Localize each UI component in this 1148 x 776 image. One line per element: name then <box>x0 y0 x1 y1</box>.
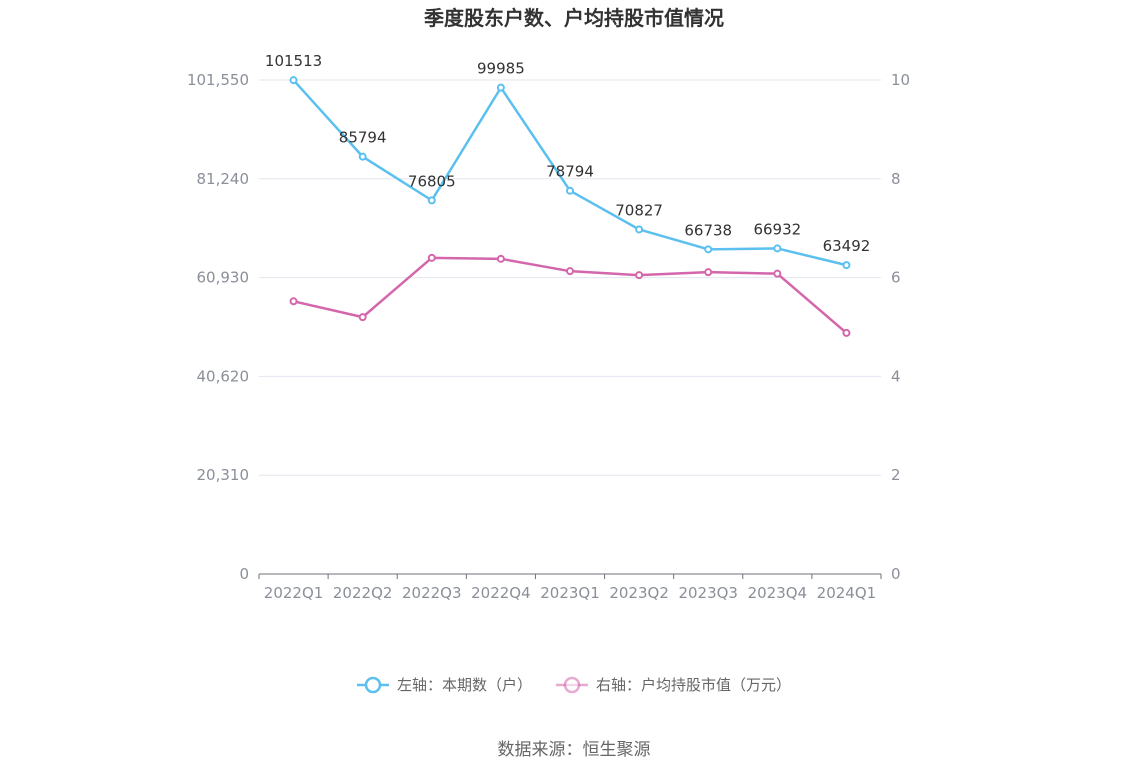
series-point-2[interactable] <box>635 271 644 280</box>
x-axis-tick-label: 2023Q2 <box>609 584 669 602</box>
right-axis-tick-label: 2 <box>891 466 901 484</box>
series-point-1[interactable] <box>566 186 574 195</box>
x-axis-tick-label: 2022Q3 <box>402 584 462 602</box>
right-axis-tick-label: 8 <box>891 170 901 188</box>
source-text: 数据来源：恒生聚源 <box>498 740 651 760</box>
left-axis-tick-label: 60,930 <box>197 269 250 287</box>
chart-title: 季度股东户数、户均持股市值情况 <box>423 6 724 30</box>
right-axis-tick-label: 6 <box>891 269 901 287</box>
series-point-2[interactable] <box>358 313 367 322</box>
series-point-2[interactable] <box>289 297 298 306</box>
legend-label: 左轴：本期数（户） <box>397 676 532 694</box>
series-point-2[interactable] <box>496 254 505 263</box>
left-axis-tick-label: 0 <box>239 565 249 583</box>
legend-marker-icon <box>563 676 581 694</box>
series-point-2[interactable] <box>842 328 851 337</box>
x-axis-tick-label: 2024Q1 <box>817 584 877 602</box>
legend-item-2[interactable]: 右轴：户均持股市值（万元） <box>556 676 791 694</box>
legend-label: 右轴：户均持股市值（万元） <box>596 676 791 694</box>
series-point-2[interactable] <box>773 269 782 278</box>
data-label: 66738 <box>684 221 732 239</box>
data-labels: 101513 85794 76805 99985 78794 70827 66738 6693… <box>265 52 870 255</box>
series-point-1[interactable] <box>427 196 436 205</box>
data-label: 78794 <box>546 163 594 181</box>
x-axis-tick-label: 2023Q3 <box>678 584 738 602</box>
data-label: 101513 <box>265 52 322 70</box>
data-label: 63492 <box>823 237 871 255</box>
data-label: 66932 <box>753 220 801 238</box>
left-axis-tick-label: 20,310 <box>197 466 250 484</box>
series-point-1[interactable] <box>358 152 367 161</box>
x-axis-tick-label: 2022Q2 <box>333 584 393 602</box>
legend-item-1[interactable]: 左轴：本期数（户） <box>356 676 532 694</box>
series-point-1[interactable] <box>289 76 298 85</box>
data-label: 70827 <box>615 201 663 219</box>
legend-marker-icon <box>364 676 382 694</box>
x-axis-tick-label: 2022Q1 <box>264 584 324 602</box>
series-point-1[interactable] <box>635 225 644 234</box>
data-label: 76805 <box>408 172 456 190</box>
series-point-1[interactable] <box>773 244 782 253</box>
right-axis-tick-label: 0 <box>891 565 901 583</box>
series-point-1[interactable] <box>842 261 851 270</box>
grid <box>259 79 881 476</box>
series-point-1[interactable] <box>704 245 713 254</box>
right-axis-tick-label: 4 <box>891 367 901 385</box>
series-layer <box>289 76 851 337</box>
left-axis-tick-label: 101,550 <box>187 71 249 89</box>
axes: 0 20,310 40,620 60,930 81,240 101,550 0 2 4 6 8 10 2… <box>187 71 910 602</box>
series-point-1[interactable] <box>496 83 505 92</box>
legend[interactable]: 左轴：本期数（户） 右轴：户均持股市值（万元） <box>356 676 791 694</box>
left-axis-tick-label: 40,620 <box>197 367 250 385</box>
data-label: 85794 <box>339 129 387 147</box>
series-point-2[interactable] <box>566 267 574 276</box>
x-axis-tick-label: 2023Q4 <box>748 584 808 602</box>
right-axis-tick-label: 10 <box>891 71 910 89</box>
x-axis-tick-label: 2023Q1 <box>540 584 600 602</box>
data-label: 99985 <box>477 60 525 78</box>
left-axis-tick-label: 81,240 <box>197 170 250 188</box>
series-point-2[interactable] <box>427 253 436 262</box>
series-point-2[interactable] <box>704 268 713 277</box>
x-axis-tick-label: 2022Q4 <box>471 584 531 602</box>
